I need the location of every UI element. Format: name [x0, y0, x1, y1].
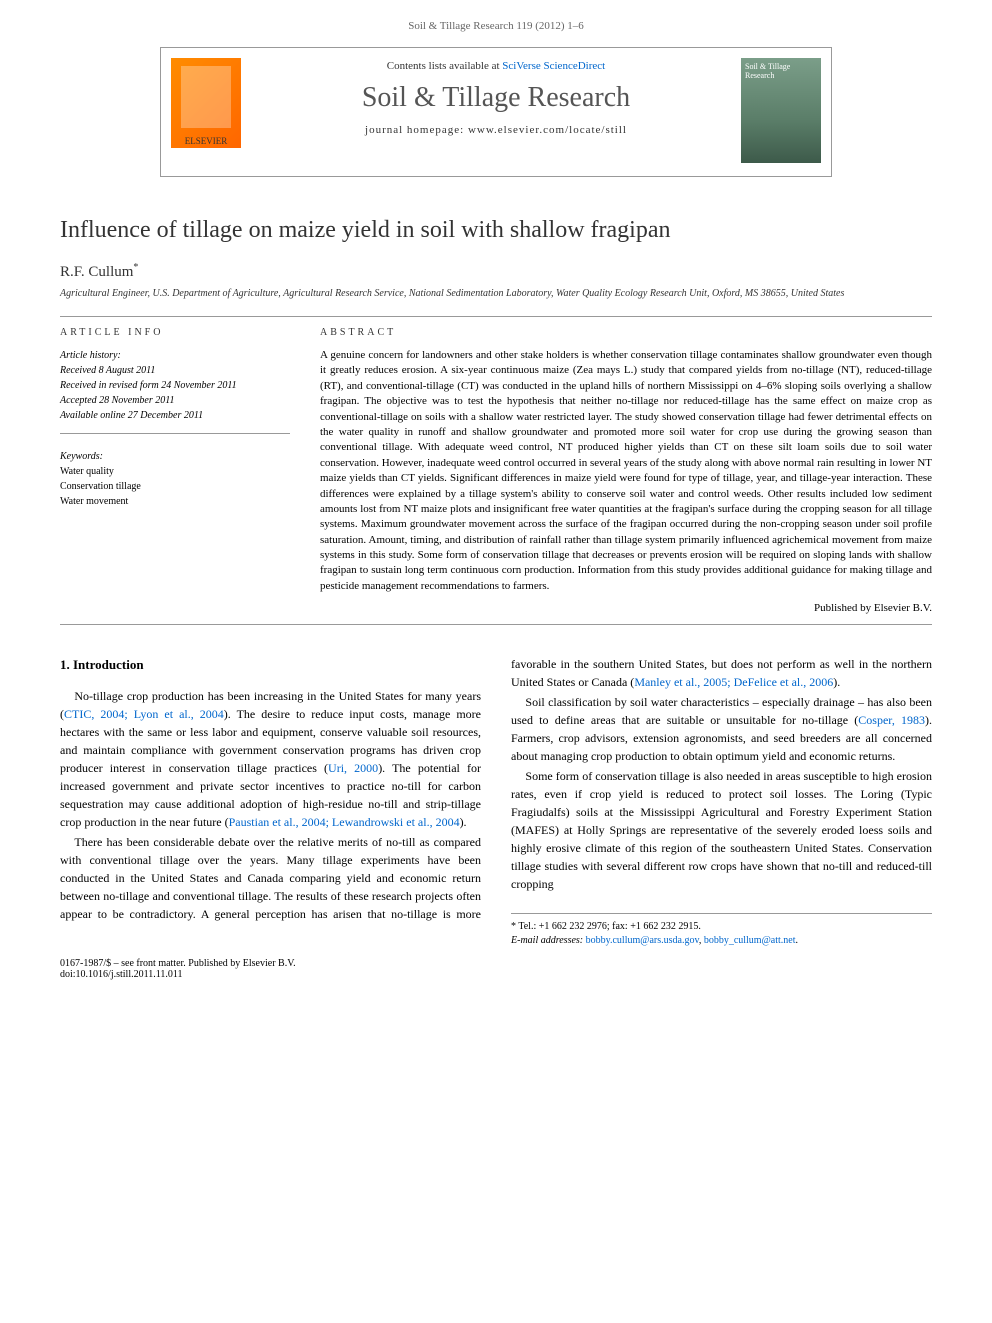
journal-citation: Soil & Tillage Research 119 (2012) 1–6	[60, 20, 932, 32]
keyword-item: Conservation tillage	[60, 479, 290, 494]
article-info-column: ARTICLE INFO Article history: Received 8…	[60, 327, 290, 614]
citation-link[interactable]: CTIC, 2004; Lyon et al., 2004	[64, 707, 224, 721]
revised-date: Received in revised form 24 November 201…	[60, 378, 290, 393]
journal-homepage-line: journal homepage: www.elsevier.com/locat…	[271, 124, 721, 136]
section-heading: 1. Introduction	[60, 655, 481, 675]
contents-box: ELSEVIER Soil & Tillage Research Content…	[160, 47, 832, 177]
article-info-label: ARTICLE INFO	[60, 327, 290, 338]
footer-copyright: 0167-1987/$ – see front matter. Publishe…	[60, 958, 932, 980]
corresponding-tel: * Tel.: +1 662 232 2976; fax: +1 662 232…	[511, 920, 932, 934]
cover-title: Soil & Tillage Research	[745, 62, 790, 80]
footer-contact-section: * Tel.: +1 662 232 2976; fax: +1 662 232…	[511, 913, 932, 948]
intro-paragraph: Soil classification by soil water charac…	[511, 693, 932, 765]
abstract-column: ABSTRACT A genuine concern for landowner…	[320, 327, 932, 614]
email-label: E-mail addresses:	[511, 935, 583, 946]
citation-link[interactable]: Paustian et al., 2004; Lewandrowski et a…	[229, 815, 460, 829]
online-date: Available online 27 December 2011	[60, 408, 290, 423]
abstract-label: ABSTRACT	[320, 327, 932, 338]
journal-cover-thumbnail: Soil & Tillage Research	[741, 58, 821, 163]
abstract-text: A genuine concern for landowners and oth…	[320, 348, 932, 594]
citation-link[interactable]: Uri, 2000	[328, 761, 378, 775]
sciencedirect-link[interactable]: SciVerse ScienceDirect	[502, 60, 605, 72]
article-body: Influence of tillage on maize yield in s…	[0, 197, 992, 1000]
citation-link[interactable]: Manley et al., 2005; DeFelice et al., 20…	[634, 675, 833, 689]
info-abstract-row: ARTICLE INFO Article history: Received 8…	[60, 327, 932, 614]
keywords-title: Keywords:	[60, 449, 290, 464]
corresponding-email-line: E-mail addresses: bobby.cullum@ars.usda.…	[511, 934, 932, 948]
divider	[60, 624, 932, 625]
author-affiliation: Agricultural Engineer, U.S. Department o…	[60, 287, 932, 301]
published-by: Published by Elsevier B.V.	[320, 602, 932, 614]
elsevier-logo-text: ELSEVIER	[185, 136, 228, 146]
doi-line: doi:10.1016/j.still.2011.11.011	[60, 969, 932, 980]
received-date: Received 8 August 2011	[60, 363, 290, 378]
accepted-date: Accepted 28 November 2011	[60, 393, 290, 408]
citation-link[interactable]: Cosper, 1983	[858, 713, 925, 727]
page-header: Soil & Tillage Research 119 (2012) 1–6 E…	[0, 0, 992, 197]
corresponding-marker: *	[133, 262, 138, 273]
intro-paragraph: No-tillage crop production has been incr…	[60, 687, 481, 831]
copyright-line: 0167-1987/$ – see front matter. Publishe…	[60, 958, 932, 969]
homepage-url[interactable]: www.elsevier.com/locate/still	[468, 124, 627, 136]
introduction-section: 1. Introduction No-tillage crop producti…	[60, 655, 932, 948]
email-link[interactable]: bobby_cullum@att.net	[704, 935, 796, 946]
history-title: Article history:	[60, 348, 290, 363]
contents-available-line: Contents lists available at SciVerse Sci…	[271, 60, 721, 72]
keyword-item: Water quality	[60, 464, 290, 479]
author-name: R.F. Cullum*	[60, 262, 932, 281]
divider	[60, 316, 932, 317]
article-history: Article history: Received 8 August 2011 …	[60, 348, 290, 434]
intro-paragraph: Some form of conservation tillage is als…	[511, 767, 932, 893]
keyword-item: Water movement	[60, 494, 290, 509]
email-link[interactable]: bobby.cullum@ars.usda.gov	[586, 935, 699, 946]
article-title: Influence of tillage on maize yield in s…	[60, 217, 932, 244]
journal-name: Soil & Tillage Research	[271, 82, 721, 114]
keywords-block: Keywords: Water quality Conservation til…	[60, 449, 290, 509]
elsevier-logo: ELSEVIER	[171, 58, 241, 148]
